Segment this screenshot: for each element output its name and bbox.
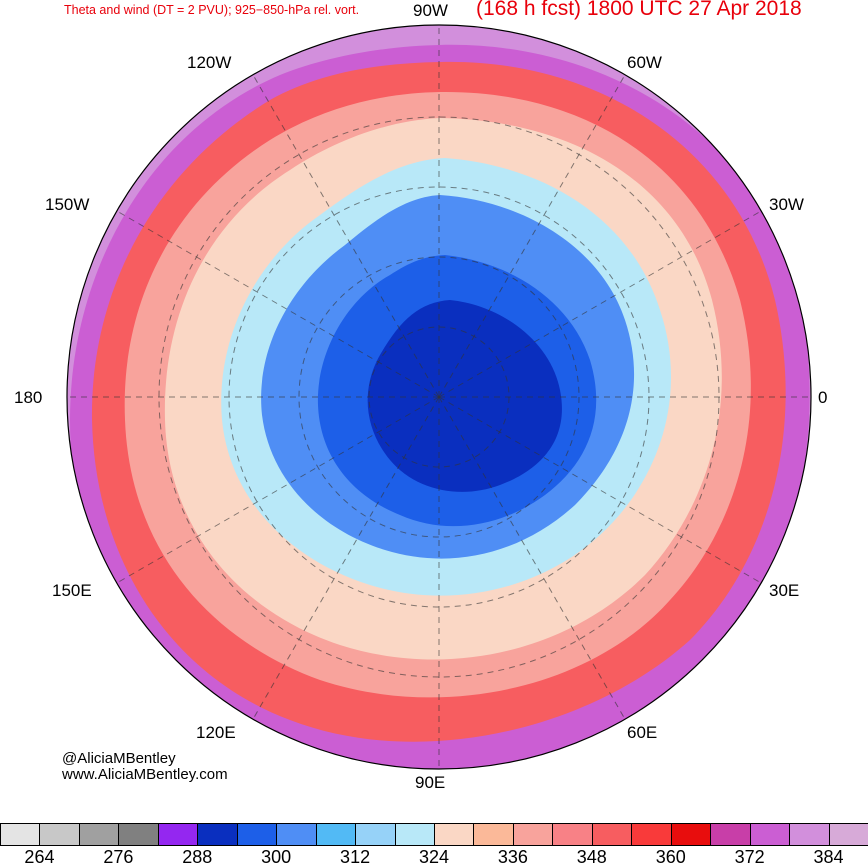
theta-colorbar: 264 276 288 300 312 324 336 348 360 372 384 [0,823,868,867]
colorbar-swatch [828,823,868,846]
meridian-line [116,396,440,584]
meridian-line [252,74,440,398]
theta-field [67,25,811,769]
colorbar-swatch [315,823,357,846]
colorbar-swatch [710,823,751,846]
meridian-line [116,210,440,398]
colorbar-swatch [118,823,159,846]
colorbar-tick-label: 336 [497,847,528,867]
colorbar-swatch [197,823,238,846]
lon-label-150w: 150W [45,195,90,214]
credit-website: www.AliciaMBentley.com [62,766,228,783]
latitude-circle [298,256,580,538]
credit-handle: @AliciaMBentley [62,750,176,767]
colorbar-tick-label: 288 [182,847,213,867]
lon-label-90w: 90W [413,1,448,20]
colorbar-swatch [512,823,554,846]
meridian-line [438,396,762,584]
colorbar-swatch [78,823,120,846]
map-title-left: Theta and wind (DT = 2 PVU); 925−850-hPa… [64,3,360,17]
map-boundary [66,24,812,770]
colorbar-swatch [749,823,791,846]
colorbar-swatch [670,823,712,846]
colorbar-swatch [236,823,278,846]
colorbar-swatch [39,823,80,846]
meridian-line [438,396,626,720]
lon-label-120e: 120E [196,723,236,742]
lon-label-60e: 60E [627,723,658,742]
colorbar-swatch [276,823,317,846]
theta-core [367,300,562,492]
lon-label-120w: 120W [187,53,232,72]
lon-label-30w: 30W [769,195,804,214]
colorbar-swatch [552,823,593,846]
latitude-circle [158,116,720,678]
polar-map [66,24,812,770]
lon-label-60w: 60W [627,53,662,72]
colorbar-swatch [355,823,396,846]
lon-label-180: 180 [14,388,43,407]
lon-label-90e: 90E [415,773,446,792]
colorbar-tick-label: 372 [734,847,765,867]
meridian-line [438,210,762,398]
colorbar-swatch [157,823,199,846]
lon-label-0: 0 [818,388,828,407]
colorbar-tick-label: 300 [261,847,292,867]
colorbar-swatch [434,823,475,846]
colorbar-tick-label: 360 [655,847,686,867]
colorbar-tick-label: 348 [576,847,607,867]
colorbar-tick-label: 384 [813,847,844,867]
latitude-circle [368,326,510,468]
meridian-line [252,396,440,720]
colorbar-tick-label: 312 [340,847,371,867]
colorbar-swatch [473,823,514,846]
colorbar-tick-label: 276 [103,847,134,867]
colorbar-swatch [631,823,672,846]
lon-label-30e: 30E [769,581,800,600]
colorbar-swatch [789,823,830,846]
meridian-line [438,74,626,398]
colorbar-tick-label: 264 [24,847,55,867]
graticule [67,25,811,769]
colorbar-tick-label: 324 [418,847,450,867]
lon-label-150e: 150E [52,581,92,600]
colorbar-swatch [591,823,633,846]
latitude-circle [228,186,650,608]
colorbar-swatch [394,823,435,846]
colorbar-swatch [0,823,41,846]
map-title-right: (168 h fcst) 1800 UTC 27 Apr 2018 [476,0,802,20]
